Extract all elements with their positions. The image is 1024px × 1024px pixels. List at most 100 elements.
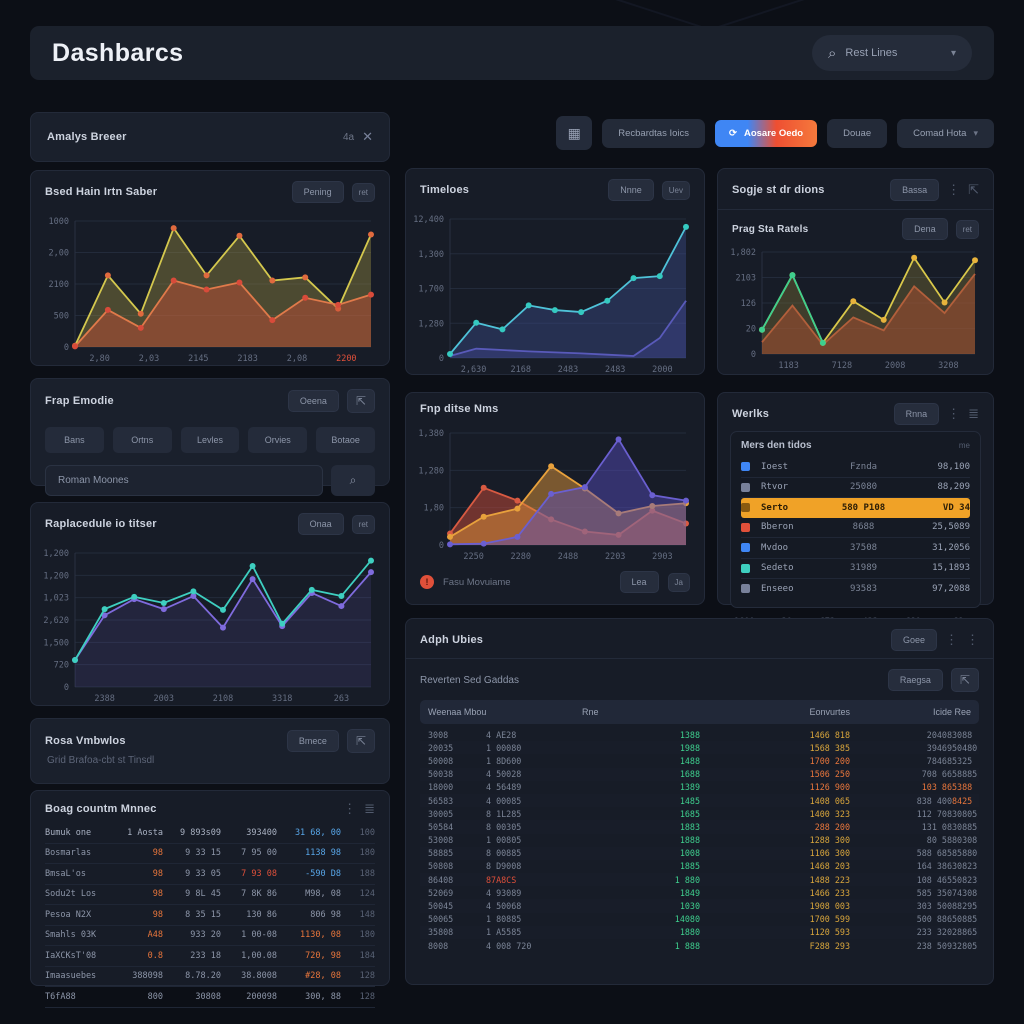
oeena-button[interactable]: Oeena	[287, 390, 339, 412]
table-row[interactable]: 3008 4 AE28 1388 1466 818 20408 3088	[420, 728, 979, 741]
table-row[interactable]: 50045 4 50068 1030 1908 003 303 500 8829…	[420, 899, 979, 913]
table-row[interactable]: Imaasuebes 388098 8.78.20 38.8008 #28, 0…	[45, 967, 375, 987]
kebab-icon[interactable]: ⋮	[947, 182, 961, 197]
table-row[interactable]: 86408 87A8CS 1 880 1488 223 108 465 5082…	[420, 873, 979, 887]
chevron-down-icon: ▾	[973, 127, 978, 138]
rnna-button[interactable]: Rnna	[893, 403, 940, 425]
table-row[interactable]: 50038 4 50028 1688 1506 250 708 66 58885	[420, 767, 979, 781]
lea-button[interactable]: Lea	[619, 571, 659, 593]
nnne-button[interactable]: Nnne	[608, 179, 654, 201]
douae-button[interactable]: Douae	[827, 118, 888, 148]
raegsa-button[interactable]: Raegsa	[887, 669, 943, 691]
table-row[interactable]: 50008 1 8D600 1488 1700 200 78468 5325	[420, 754, 979, 767]
bassa-button[interactable]: Bassa	[890, 179, 940, 201]
werlks-row[interactable]: Bberon 8688 25,5089	[741, 518, 970, 538]
werlks-table: Mers den tidos me Ioest Fznda 98,100 Rtv…	[730, 431, 981, 608]
filter-chip[interactable]: Levles	[180, 427, 240, 453]
cell: 1106 300	[809, 848, 850, 859]
svg-text:1,023: 1,023	[43, 594, 69, 604]
werlks-row[interactable]: Rtvor 25080 88,209	[741, 478, 970, 498]
cell: 86408	[428, 874, 454, 885]
table-row[interactable]: 53008 1 00805 1888 1288 300 80 58 80308	[420, 834, 979, 847]
table-row[interactable]: 8008 4 008 720 1 888 F288 293 238 509 32…	[420, 939, 979, 952]
reports-button[interactable]: Recbardtas Ioics	[602, 118, 706, 148]
table-row[interactable]: 56583 4 00085 1485 1408 065 838 400 8425	[420, 793, 979, 808]
bmece-button[interactable]: Bmece	[286, 730, 339, 752]
col-header[interactable]: Weenaa Mbou	[428, 707, 487, 717]
toolbar: ▦ Recbardtas Ioics ⟳ Aosare Oedo Douae C…	[405, 112, 994, 154]
main-table-header: Weenaa Mbou Rne Eonvurtes Icide Ree	[420, 700, 979, 724]
chart1-mini-button[interactable]: ret	[351, 182, 375, 202]
table-row[interactable]: 30005 8 1L285 1685 1400 323 112 708 3080…	[420, 807, 979, 820]
list-icon[interactable]: ≣	[968, 406, 979, 421]
search-box[interactable]: ⌕ Rest Lines ▾	[812, 35, 972, 71]
col-header[interactable]: Eonvurtes	[809, 707, 850, 717]
cell: 8.78.20	[185, 971, 221, 982]
pening-button[interactable]: Pening	[291, 181, 344, 203]
table-row[interactable]: Smahls 03K A48 933 20 1 00-08 1130, 08 1…	[45, 926, 375, 946]
comad-dropdown[interactable]: Comad Hota ▾	[897, 118, 994, 148]
table-row[interactable]: 50584 8 00305 1883 288 200 131 08 30885	[420, 820, 979, 834]
table-row[interactable]: 50065 1 80885 14080 1700 599 500 886 508…	[420, 913, 979, 926]
table-row[interactable]: Bosmarlas 98 9 33 15 7 95 00 1138 98 180	[45, 844, 375, 864]
export-icon[interactable]: ⇱	[968, 182, 979, 197]
adph-export-button[interactable]: ⇱	[950, 668, 979, 692]
werlks-row[interactable]: Ioest Fznda 98,100	[741, 457, 970, 478]
cell: 87A8CS	[486, 874, 517, 885]
ja-button[interactable]: Ja	[667, 572, 690, 592]
cell: 838 400	[916, 795, 952, 806]
table-row[interactable]: T6fA88 800 30808 200098 300, 88 128	[45, 987, 375, 1008]
header-cell: 393400	[246, 827, 277, 838]
goee-button[interactable]: Goee	[890, 629, 937, 651]
prag-mini-button[interactable]: ret	[955, 219, 979, 239]
table-row[interactable]: BmsaL'os 98 9 33 05 7 93 08 -590 D8 188	[45, 864, 375, 885]
row-mid-value: 37508	[849, 542, 878, 553]
list-icon[interactable]: ≣	[364, 801, 375, 816]
cell: 1849	[679, 887, 700, 898]
table-row[interactable]: 50808 8 D9008 1885 1468 203 164 386 3082…	[420, 860, 979, 873]
cell: 53008	[428, 835, 454, 846]
cell: 14080	[674, 914, 700, 925]
werlks-row[interactable]: Enseeo 93583 97,2088	[741, 579, 970, 599]
grid-view-button[interactable]: ▦	[556, 116, 593, 150]
export-button[interactable]: ⇱	[346, 389, 375, 413]
filter-chip[interactable]: Ortns	[112, 427, 172, 453]
werlks-sub-right: me	[958, 441, 970, 450]
svg-text:0: 0	[64, 343, 69, 353]
row-name: Mvdoo	[761, 542, 789, 553]
werlks-row[interactable]: Mvdoo 37508 31,2056	[741, 538, 970, 559]
search-input[interactable]	[45, 465, 323, 496]
werlks-row[interactable]: Sedeto 31989 15,1893	[741, 559, 970, 579]
table-row[interactable]: Pesoa N2X 98 8 35 15 130 86 806 98 148	[45, 905, 375, 926]
dena-button[interactable]: Dena	[902, 218, 948, 240]
table-row[interactable]: IaXCKsT'08 0.8 233 18 1,00.08 720, 98 18…	[45, 946, 375, 967]
input-search-button[interactable]: ⌕	[331, 465, 375, 496]
table-row[interactable]: 18000 4 56489 1389 1126 900 103 86 5388	[420, 781, 979, 794]
kebab-icon[interactable]: ⋮	[966, 632, 979, 647]
table-row[interactable]: 52069 4 93089 1849 1466 233 585 350 7430…	[420, 886, 979, 899]
table-row[interactable]: Sodu2t Los 98 9 8L 45 7 8K 86 M98, 08 12…	[45, 885, 375, 905]
table-row[interactable]: 20035 1 00080 1988 1568 385 39469 50480	[420, 741, 979, 755]
filter-chip[interactable]: Bans	[45, 427, 104, 453]
filter-chip[interactable]: Botaoe	[316, 427, 375, 453]
filter-chip[interactable]: Orvies	[248, 427, 308, 453]
table-row[interactable]: 58885 8 00885 1008 1106 300 588 685 8588…	[420, 846, 979, 860]
uev-button[interactable]: Uev	[661, 180, 690, 200]
chart2-mini-button[interactable]: ret	[351, 514, 375, 534]
col-header[interactable]: Ree	[954, 707, 971, 717]
kebab-icon[interactable]: ⋮	[945, 632, 958, 647]
row-name: Rtvor	[761, 482, 789, 493]
close-icon[interactable]: ✕	[362, 129, 373, 144]
accent-action-button[interactable]: ⟳ Aosare Oedo	[715, 119, 818, 147]
rosa-export-button[interactable]: ⇱	[346, 729, 375, 753]
col-header[interactable]: Icide	[932, 707, 952, 717]
col-header[interactable]: Rne	[582, 707, 599, 717]
kebab-icon[interactable]: ⋮	[947, 406, 961, 421]
werlks-row[interactable]: Serto 580 P108 VD 34	[741, 498, 970, 518]
onaa-button[interactable]: Onaa	[297, 513, 344, 535]
table-row[interactable]: 35808 1 A5585 1880 1120 593 233 320 2886…	[420, 925, 979, 939]
left-table-header-row: Bumuk one 1 Aosta 9 893s09 393400 31 68,…	[45, 823, 375, 844]
svg-text:2003: 2003	[154, 694, 174, 704]
cell: A48	[147, 930, 163, 941]
kebab-icon[interactable]: ⋮	[343, 801, 357, 816]
